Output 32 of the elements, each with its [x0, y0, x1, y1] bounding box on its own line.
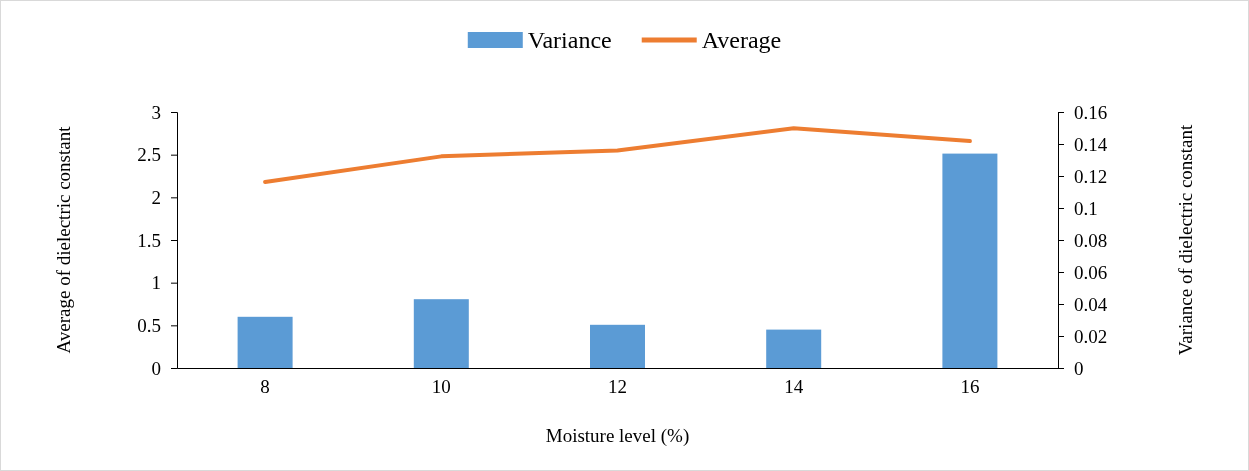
y-axis-title: Average of dielectric constant [53, 125, 74, 354]
y2-tick-label: 0.02 [1074, 325, 1108, 347]
bar [942, 153, 998, 368]
y-tick-label: 0.5 [137, 314, 161, 336]
legend-label: Average [701, 27, 782, 53]
y-tick-label: 2.5 [137, 144, 161, 166]
y2-tick-label: 0.08 [1074, 229, 1108, 251]
y2-tick-label: 0.12 [1074, 165, 1108, 187]
y2-tick-label: 0 [1074, 357, 1084, 379]
x-tick-label: 12 [608, 376, 627, 398]
bar [413, 299, 469, 368]
bar [237, 316, 293, 368]
line-series [263, 126, 972, 184]
legend-label: Variance [527, 27, 612, 53]
y2-tick-label: 0.16 [1074, 101, 1108, 123]
x-tick-label: 16 [960, 376, 980, 398]
y-tick-label: 0 [151, 357, 161, 379]
bar [766, 329, 822, 368]
y2-tick-label: 0.1 [1074, 197, 1098, 219]
y-tick-label: 2 [151, 186, 161, 208]
y2-axis-title: Variance of dielectric constant [1175, 124, 1196, 356]
y-tick-label: 3 [151, 101, 161, 123]
y2-tick-label: 0.14 [1074, 133, 1108, 155]
x-axis-title: Moisture level (%) [545, 425, 690, 447]
y2-tick-label: 0.06 [1074, 261, 1108, 283]
y-tick-label: 1.5 [137, 229, 161, 251]
x-tick-label: 8 [260, 376, 270, 398]
y-tick-label: 1 [151, 272, 161, 294]
x-tick-label: 14 [784, 376, 804, 398]
x-tick-label: 10 [431, 376, 451, 398]
bar [590, 324, 645, 368]
y2-tick-label: 0.04 [1074, 293, 1108, 315]
